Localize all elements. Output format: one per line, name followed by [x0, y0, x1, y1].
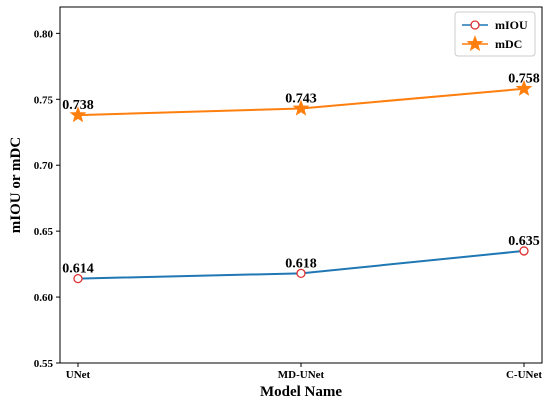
legend: mIOU mDC — [454, 11, 536, 57]
legend-marker-mdc — [466, 35, 484, 52]
legend-label-mdc: mDC — [495, 37, 522, 51]
data-label-mdc: 0.743 — [285, 92, 317, 107]
y-tick-label: 0.80 — [34, 28, 54, 40]
legend-marker-miou — [470, 20, 480, 30]
x-axis-title: Model Name — [260, 384, 342, 400]
x-tick-label: MD-UNet — [278, 369, 325, 381]
plot-area — [59, 6, 543, 364]
x-tick-label: UNet — [66, 369, 91, 381]
y-axis-ticks: 0.55 0.60 0.65 0.70 0.75 0.80 — [34, 28, 60, 370]
x-axis-ticks: UNet MD-UNet C-UNet — [66, 363, 542, 381]
y-tick-label: 0.70 — [34, 160, 54, 172]
data-point-miou — [519, 246, 529, 256]
series-layer — [69, 79, 533, 284]
y-tick-label: 0.75 — [34, 94, 54, 106]
data-point-mdc — [515, 79, 533, 96]
data-label-miou: 0.635 — [508, 234, 540, 249]
y-axis-title: mIOU or mDC — [8, 137, 24, 233]
data-label-mdc: 0.738 — [62, 98, 94, 113]
y-tick-label: 0.65 — [34, 226, 54, 238]
legend-label-miou: mIOU — [495, 18, 528, 32]
legend-marker-symbol — [470, 20, 480, 30]
legend-entry-miou: mIOU — [462, 18, 528, 32]
data-point-miou — [73, 273, 83, 284]
legend-entry-mdc: mDC — [462, 35, 522, 52]
data-label-miou: 0.614 — [62, 262, 94, 277]
y-tick-label: 0.55 — [34, 358, 54, 370]
data-point-mdc — [69, 106, 87, 123]
legend-marker-symbol — [466, 35, 484, 52]
data-labels: 0.614 0.618 0.635 0.738 0.743 0.758 — [62, 72, 540, 277]
data-label-mdc: 0.758 — [508, 72, 540, 87]
y-tick-label: 0.60 — [34, 292, 54, 304]
data-label-miou: 0.618 — [285, 256, 317, 271]
data-point-miou — [296, 268, 306, 278]
data-point-mdc — [292, 99, 310, 116]
x-tick-label: C-UNet — [506, 369, 542, 381]
